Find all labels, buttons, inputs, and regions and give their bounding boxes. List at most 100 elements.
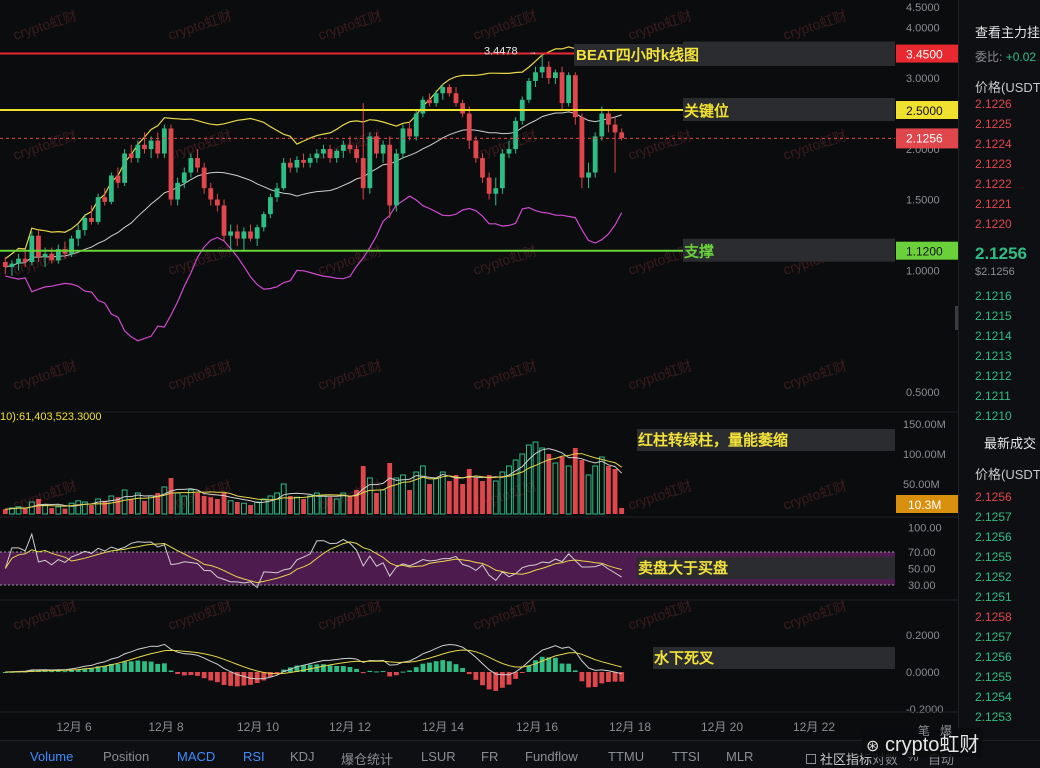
tab-rsi[interactable]: RSI <box>243 749 265 764</box>
candle-body <box>188 158 194 173</box>
macd-histogram-bar <box>427 662 432 672</box>
volume-bar <box>407 490 413 514</box>
volume-bar <box>565 465 572 515</box>
candle-body <box>314 153 320 159</box>
volume-bar <box>460 484 466 514</box>
candle-body <box>466 113 472 141</box>
volume-bar <box>68 502 75 515</box>
order-book-title[interactable]: 查看主力挂 <box>975 25 1040 40</box>
bids-item[interactable]: 2.1216 <box>975 289 1012 303</box>
time-tick-label: 12月 8 <box>148 720 184 734</box>
volume-bar <box>612 469 618 514</box>
trades-title[interactable]: 最新成交 <box>984 436 1037 451</box>
last-price-usd: $2.1256 <box>975 266 1015 278</box>
candle-body <box>360 158 366 189</box>
candle-body <box>427 99 432 104</box>
rsi-line <box>4 532 622 589</box>
volume-bar <box>22 508 28 514</box>
tab-爆仓统计[interactable]: 爆仓统计 <box>341 752 394 767</box>
volume-bar <box>585 474 592 515</box>
candlestick-chart[interactable]: crypto虹财 crypto虹财 crypto虹财 crypto虹财 crypto虹财… <box>0 0 958 740</box>
volume-bar <box>55 506 62 515</box>
macd-histogram-bar <box>274 672 280 674</box>
candle-body <box>619 132 625 139</box>
macd-histogram-bar <box>446 661 452 672</box>
asks-item[interactable]: 2.1223 <box>975 157 1012 171</box>
macd-histogram-bar <box>420 663 426 672</box>
trade-item: 2.1256 <box>975 650 1012 664</box>
candle-body <box>294 159 300 168</box>
bids-item[interactable]: 2.1212 <box>975 369 1012 383</box>
candle-body <box>334 150 340 159</box>
tab-ttmu[interactable]: TTMU <box>608 749 645 764</box>
tab-fr[interactable]: FR <box>481 749 499 764</box>
asks-item[interactable]: 2.1224 <box>975 137 1012 151</box>
tab-mlr[interactable]: MLR <box>726 749 754 764</box>
volume-bar <box>36 499 41 514</box>
tab-macd[interactable]: MACD <box>177 749 216 764</box>
volume-bar <box>102 500 108 514</box>
bids-item[interactable]: 2.1210 <box>975 409 1012 423</box>
macd-histogram-bar <box>181 672 187 676</box>
volume-bar <box>161 486 168 515</box>
macd-histogram-bar <box>135 660 141 672</box>
volume-bar <box>9 507 15 515</box>
asks-item[interactable]: 2.1225 <box>975 117 1012 131</box>
macd-histogram-bar <box>108 663 114 672</box>
candle-body <box>161 128 167 154</box>
macd-tick-label: 0.0000 <box>906 667 940 679</box>
candle-body <box>36 235 41 258</box>
candle-body <box>241 231 247 239</box>
level-value-label: 3.4500 <box>906 48 943 62</box>
volume-bar <box>81 501 88 515</box>
volume-bar <box>267 495 274 515</box>
macd-histogram-bar <box>115 663 121 672</box>
tab-ttsi[interactable]: TTSI <box>672 749 701 764</box>
title-bg <box>574 44 895 66</box>
volume-bar <box>598 456 605 515</box>
volume-bar <box>28 501 35 515</box>
asks-item[interactable]: 2.1221 <box>975 197 1012 211</box>
macd-histogram-bar <box>612 672 618 682</box>
bids-item[interactable]: 2.1213 <box>975 349 1012 363</box>
volume-bar <box>195 493 200 514</box>
asks-item[interactable]: 2.1226 <box>975 97 1012 111</box>
macd-histogram-bar <box>168 670 174 672</box>
time-tick-label: 12月 12 <box>329 720 371 734</box>
candle-body <box>307 158 313 163</box>
macd-histogram-bar <box>268 672 273 678</box>
asks-item[interactable]: 2.1220 <box>975 217 1012 231</box>
volume-bar <box>413 471 420 515</box>
community-icon <box>806 754 816 764</box>
asks-item[interactable]: 2.1222 <box>975 177 1012 191</box>
volume-bar <box>227 500 234 515</box>
candle-body <box>506 149 512 154</box>
tab-position[interactable]: Position <box>103 749 150 764</box>
candle-body <box>592 136 598 173</box>
bids-item[interactable]: 2.1211 <box>975 389 1011 403</box>
time-tick-label: 12月 20 <box>701 720 743 734</box>
trade-item: 2.1253 <box>975 710 1012 724</box>
level-value-badge <box>896 44 958 63</box>
macd-histogram-bar <box>513 672 519 679</box>
candle-body <box>208 188 214 200</box>
volume-bar <box>453 475 459 514</box>
candle-body <box>533 72 538 81</box>
macd-histogram-bar <box>327 665 333 672</box>
volume-bar <box>201 496 207 514</box>
community-indicators-button[interactable]: 社区指标 <box>806 749 872 768</box>
macd-histogram-bar <box>334 665 340 672</box>
candle-body <box>16 258 21 264</box>
volume-bar <box>360 466 366 514</box>
volume-bar <box>108 495 115 515</box>
tab-kdj[interactable]: KDJ <box>290 749 315 764</box>
tab-lsur[interactable]: LSUR <box>421 749 456 764</box>
bids-item[interactable]: 2.1214 <box>975 329 1012 343</box>
volume-bar <box>606 466 611 514</box>
bids-item[interactable]: 2.1215 <box>975 309 1012 323</box>
macd-histogram-bar <box>188 672 194 676</box>
tab-volume[interactable]: Volume <box>30 749 74 764</box>
candle-body <box>274 188 280 198</box>
trade-item: 2.1257 <box>975 510 1012 524</box>
tab-fundflow[interactable]: Fundflow <box>525 749 578 764</box>
